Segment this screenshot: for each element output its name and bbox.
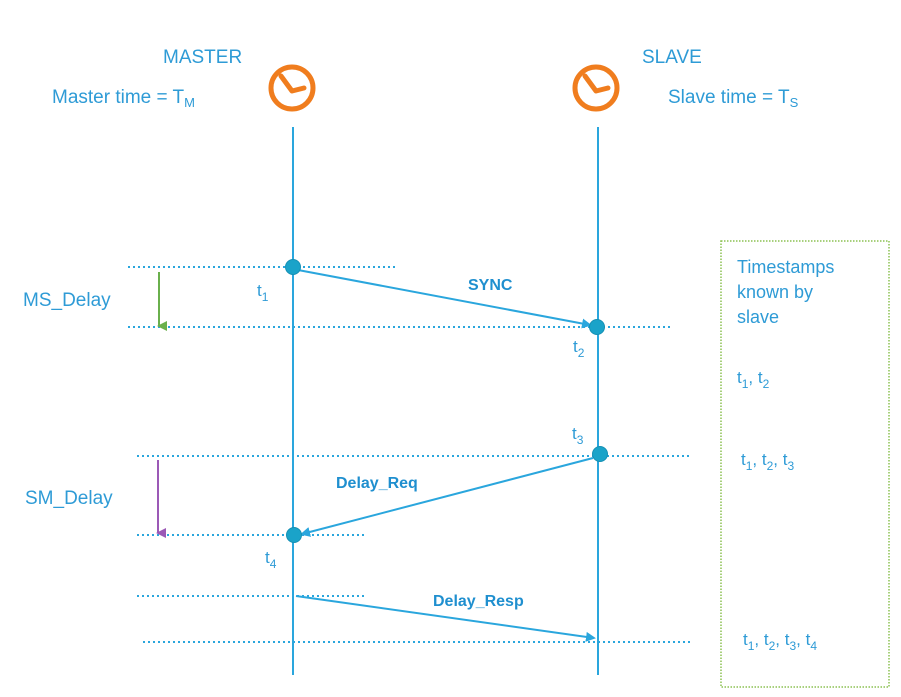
dotted-guides xyxy=(128,266,692,643)
master-time-label: Master time = TM xyxy=(52,87,195,110)
delay-resp-arrow xyxy=(295,595,596,642)
delay-req-label: Delay_Req xyxy=(336,475,418,492)
sync-arrow xyxy=(297,269,592,329)
master-clock-icon xyxy=(268,64,316,112)
event-dot-t1 xyxy=(285,259,301,275)
sync-label: SYNC xyxy=(468,277,513,294)
slave-clock-icon xyxy=(572,64,620,112)
delay-req-arrow xyxy=(300,457,594,537)
ms-delay-label: MS_Delay xyxy=(23,290,111,311)
known-box-title-line-3: slave xyxy=(737,307,779,327)
slave-time-label: Slave time = TS xyxy=(668,87,799,110)
timestamp-t1: t1 xyxy=(257,281,269,304)
known-box-title-line-1: Timestamps xyxy=(737,257,834,277)
timestamp-t3: t3 xyxy=(572,424,584,447)
known-timestamps-box xyxy=(720,240,890,688)
event-dot-t2 xyxy=(589,319,605,335)
known-row-1: t1, t2 xyxy=(737,368,770,391)
event-dot-t3 xyxy=(592,446,608,462)
delay-resp-label: Delay_Resp xyxy=(433,593,524,610)
known-row-3: t1, t2, t3, t4 xyxy=(743,630,817,653)
master-title: MASTER xyxy=(163,47,242,68)
event-dot-t4 xyxy=(286,527,302,543)
timestamp-t2: t2 xyxy=(573,337,585,360)
known-row-2: t1, t2, t3 xyxy=(741,450,794,473)
sm-delay-label: SM_Delay xyxy=(25,488,113,509)
timestamp-t4: t4 xyxy=(265,548,277,571)
slave-title: SLAVE xyxy=(642,47,702,68)
known-box-title-line-2: known by xyxy=(737,282,813,302)
